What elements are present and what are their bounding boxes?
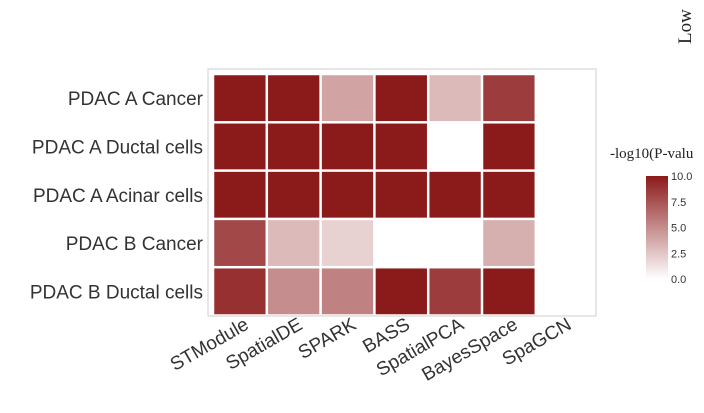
heatmap-cell: [214, 268, 266, 315]
heatmap-cell: [483, 268, 535, 315]
heatmap-cell: [375, 123, 427, 170]
heatmap-cell: [268, 123, 320, 170]
column-label: SPARK: [295, 314, 360, 364]
colorbar-tick-label: 10.0: [671, 171, 692, 183]
colorbar: [646, 176, 668, 279]
row-label: PDAC B Ductal cells: [30, 282, 203, 303]
heatmap-cell: [375, 171, 427, 218]
heatmap-cell: [483, 171, 535, 218]
heatmap-cell: [321, 220, 374, 266]
heatmap-cell: [268, 220, 320, 266]
colorbar-tick-label: 7.5: [671, 197, 686, 209]
colorbar-title: -log10(P-valu: [610, 146, 694, 162]
heatmap-cell: [268, 75, 320, 122]
corner-label: Low: [675, 9, 696, 44]
heatmap-cell: [429, 171, 481, 218]
heatmap-cell: [214, 75, 266, 122]
row-label: PDAC B Cancer: [66, 234, 204, 255]
row-label: PDAC A Acinar cells: [33, 186, 203, 207]
heatmap-cell: [214, 220, 266, 266]
colorbar-tick-label: 5.0: [671, 223, 686, 235]
heatmap-cell: [483, 75, 535, 122]
heatmap-cell: [321, 123, 374, 170]
heatmap-cell: [214, 171, 266, 218]
heatmap-cell: [321, 75, 374, 122]
row-label: PDAC A Cancer: [68, 89, 204, 110]
colorbar-tick-label: 0.0: [671, 274, 686, 286]
heatmap-cell: [321, 268, 374, 315]
heatmap-cell: [268, 171, 320, 218]
heatmap-cell: [214, 123, 266, 170]
heatmap-cell: [483, 123, 535, 170]
heatmap-cell: [321, 171, 374, 218]
heatmap-cell: [375, 75, 427, 122]
colorbar-tick-label: 2.5: [671, 248, 686, 260]
heatmap-cell: [375, 268, 427, 315]
heatmap-cell: [429, 268, 481, 315]
row-label: PDAC A Ductal cells: [32, 137, 203, 158]
heatmap-cell: [429, 75, 481, 122]
heatmap-cell: [483, 220, 535, 266]
heatmap-cell: [268, 268, 320, 315]
